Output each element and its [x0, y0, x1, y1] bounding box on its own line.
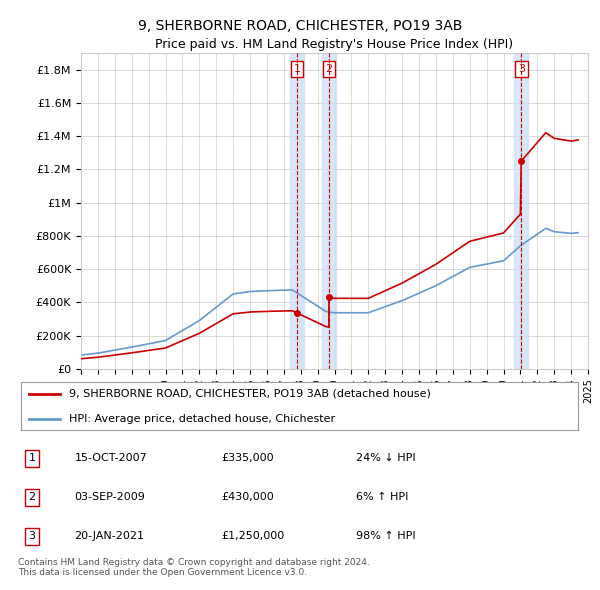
Text: 03-SEP-2009: 03-SEP-2009: [74, 493, 145, 502]
Title: Price paid vs. HM Land Registry's House Price Index (HPI): Price paid vs. HM Land Registry's House …: [155, 38, 514, 51]
Text: £335,000: £335,000: [221, 454, 274, 463]
Text: 1: 1: [293, 64, 301, 74]
Text: 9, SHERBORNE ROAD, CHICHESTER, PO19 3AB: 9, SHERBORNE ROAD, CHICHESTER, PO19 3AB: [138, 19, 462, 33]
Text: 98% ↑ HPI: 98% ↑ HPI: [356, 532, 416, 541]
Bar: [290, 53, 304, 369]
Text: 2: 2: [325, 64, 332, 74]
FancyBboxPatch shape: [21, 382, 578, 430]
Text: 24% ↓ HPI: 24% ↓ HPI: [356, 454, 416, 463]
Text: 6% ↑ HPI: 6% ↑ HPI: [356, 493, 409, 502]
Text: 15-OCT-2007: 15-OCT-2007: [74, 454, 147, 463]
Text: 9, SHERBORNE ROAD, CHICHESTER, PO19 3AB (detached house): 9, SHERBORNE ROAD, CHICHESTER, PO19 3AB …: [69, 389, 431, 399]
Text: £1,250,000: £1,250,000: [221, 532, 284, 541]
Text: £430,000: £430,000: [221, 493, 274, 502]
Bar: [514, 53, 529, 369]
Text: 3: 3: [29, 532, 35, 541]
Bar: [322, 53, 336, 369]
Text: 1: 1: [29, 454, 35, 463]
Text: 2: 2: [29, 493, 35, 502]
Text: 20-JAN-2021: 20-JAN-2021: [74, 532, 145, 541]
Text: Contains HM Land Registry data © Crown copyright and database right 2024.
This d: Contains HM Land Registry data © Crown c…: [18, 558, 370, 577]
Text: 3: 3: [518, 64, 525, 74]
Text: HPI: Average price, detached house, Chichester: HPI: Average price, detached house, Chic…: [69, 414, 335, 424]
